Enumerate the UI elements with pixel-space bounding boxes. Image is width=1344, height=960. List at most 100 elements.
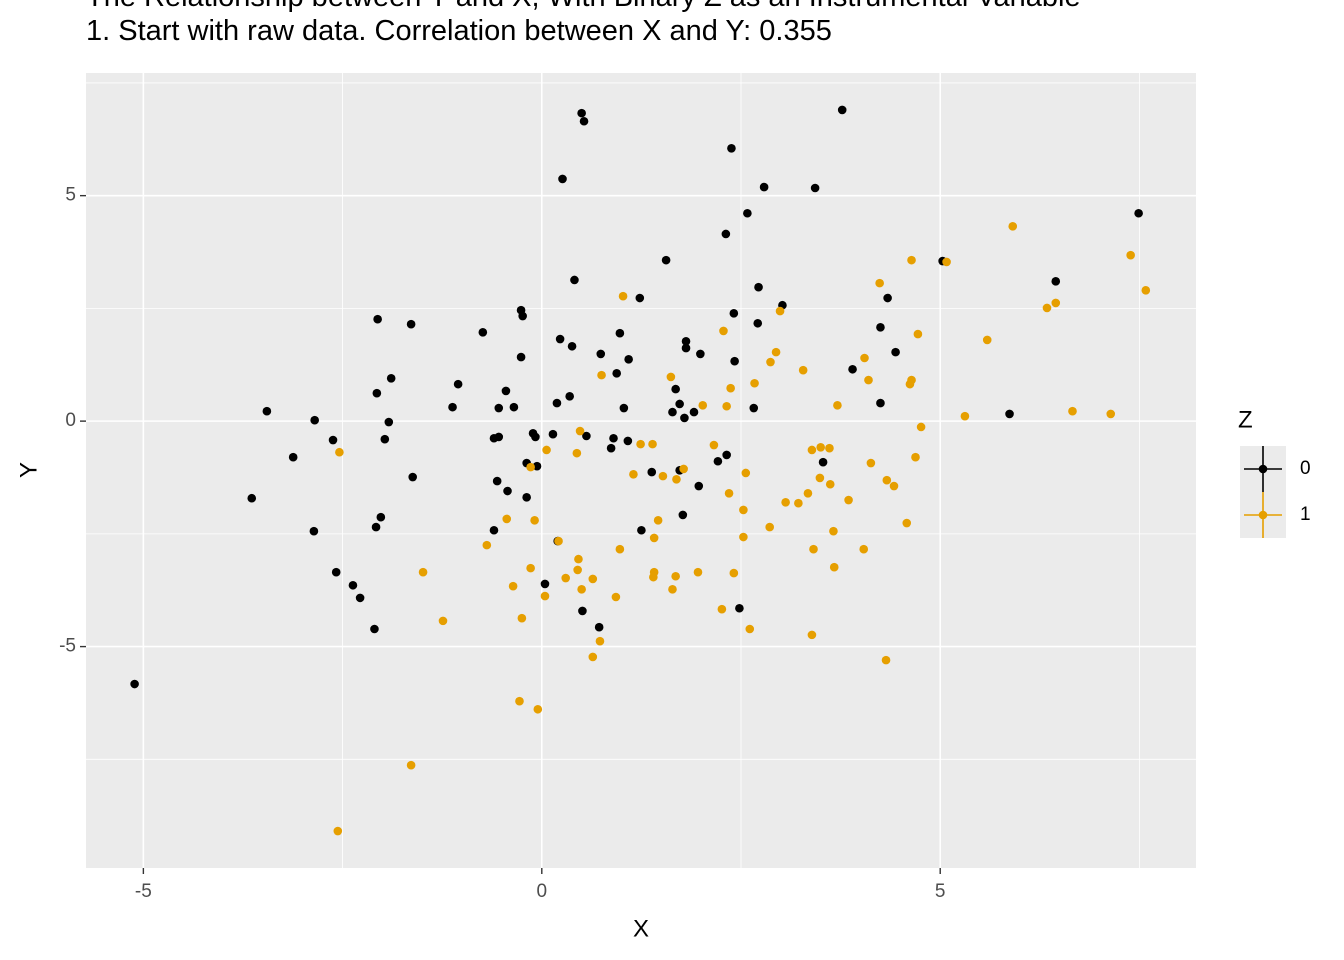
x-tick-label: 5 xyxy=(935,881,946,902)
y-axis-title: Y xyxy=(15,462,42,478)
point xyxy=(825,443,834,453)
point xyxy=(567,341,577,351)
point xyxy=(807,630,817,640)
point xyxy=(876,323,885,332)
point xyxy=(982,335,992,345)
point xyxy=(333,826,343,836)
point xyxy=(794,498,803,508)
point xyxy=(864,375,873,385)
point xyxy=(749,403,759,413)
point xyxy=(573,565,582,575)
point xyxy=(848,364,857,374)
point xyxy=(883,293,892,303)
chart-title: The Relationship between Y and X, With B… xyxy=(86,0,1081,13)
point xyxy=(386,373,396,383)
point xyxy=(815,473,825,483)
point xyxy=(1042,303,1052,313)
legend-label: 1 xyxy=(1300,504,1311,525)
point xyxy=(766,357,775,367)
point xyxy=(810,183,820,193)
point xyxy=(618,291,628,301)
point xyxy=(671,571,680,581)
point xyxy=(719,326,728,336)
point xyxy=(494,432,504,442)
legend-label: 0 xyxy=(1300,458,1311,479)
point xyxy=(577,108,586,118)
point xyxy=(130,679,139,689)
point xyxy=(558,174,567,184)
point xyxy=(288,452,298,462)
point xyxy=(494,403,504,413)
point xyxy=(860,353,869,363)
point xyxy=(574,554,583,564)
point xyxy=(555,334,565,344)
point xyxy=(668,407,677,417)
point xyxy=(689,407,699,417)
point xyxy=(370,624,379,634)
point xyxy=(882,475,892,485)
point xyxy=(508,581,518,591)
point xyxy=(911,452,920,462)
point xyxy=(531,432,540,442)
point xyxy=(668,585,677,594)
point xyxy=(1051,298,1061,308)
x-tick-label: 0 xyxy=(537,881,548,902)
point xyxy=(406,319,416,329)
point xyxy=(658,471,668,481)
point xyxy=(515,696,524,706)
point xyxy=(818,457,828,467)
point xyxy=(678,510,688,520)
point xyxy=(577,585,586,594)
point xyxy=(533,704,543,714)
point xyxy=(671,384,680,394)
point xyxy=(649,567,659,577)
point xyxy=(765,522,774,532)
point xyxy=(913,329,923,339)
point xyxy=(406,760,416,770)
point xyxy=(709,440,719,450)
point xyxy=(561,573,570,583)
point xyxy=(717,604,727,614)
point xyxy=(373,314,382,324)
point xyxy=(675,399,684,409)
point xyxy=(501,386,511,396)
point xyxy=(262,406,272,416)
point xyxy=(372,388,382,398)
point xyxy=(722,450,731,460)
point xyxy=(825,479,835,489)
point xyxy=(727,144,736,153)
point xyxy=(482,540,492,550)
point xyxy=(615,544,625,554)
point xyxy=(502,514,512,524)
point xyxy=(247,493,257,503)
point xyxy=(916,422,926,432)
point xyxy=(542,445,551,455)
point xyxy=(355,593,365,603)
point xyxy=(693,567,703,577)
point xyxy=(371,522,381,532)
point xyxy=(798,365,808,375)
point xyxy=(596,349,606,359)
point xyxy=(509,402,519,412)
point xyxy=(750,378,759,388)
point xyxy=(902,518,912,528)
point xyxy=(844,495,853,505)
legend-title: Z xyxy=(1238,406,1253,433)
point xyxy=(876,398,885,408)
point xyxy=(453,379,463,389)
point xyxy=(721,229,731,239)
point xyxy=(408,472,418,482)
point xyxy=(759,182,769,192)
point xyxy=(540,591,550,601)
point xyxy=(522,493,531,502)
point xyxy=(636,439,645,449)
point xyxy=(1106,409,1116,419)
point xyxy=(713,456,723,466)
point xyxy=(729,309,739,318)
point xyxy=(653,516,663,525)
point xyxy=(881,655,891,665)
point xyxy=(348,580,358,590)
point xyxy=(578,606,587,616)
point xyxy=(635,293,645,303)
point xyxy=(384,417,394,427)
